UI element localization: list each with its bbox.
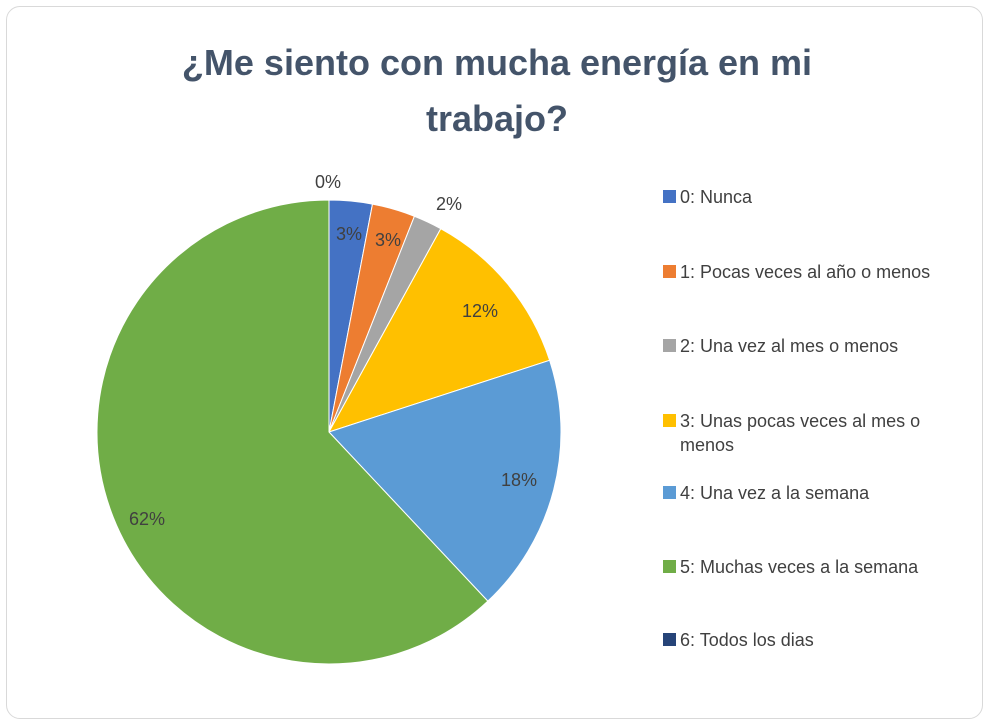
- legend-item: 0: Nunca: [663, 185, 970, 209]
- pie-slice: [96, 199, 489, 665]
- pie-slice: [327, 228, 551, 433]
- legend-swatch: [663, 414, 676, 427]
- legend-item: 2: Una vez al mes o menos: [663, 334, 970, 358]
- legend-label: 0: Nunca: [680, 187, 753, 207]
- legend-label: 6: Todos los dias: [680, 630, 814, 650]
- legend-item: 4: Una vez a la semana: [663, 481, 970, 505]
- legend-item: 5: Muchas veces a la semana: [663, 555, 970, 579]
- pie-slice: [328, 359, 562, 602]
- legend-swatch: [663, 560, 676, 573]
- legend-swatch: [663, 265, 676, 278]
- legend-swatch: [663, 486, 676, 499]
- legend-label: 3: Unas pocas veces al mes o menos: [680, 411, 921, 455]
- legend-item: 3: Unas pocas veces al mes o menos: [663, 409, 970, 457]
- data-label: 0%: [315, 172, 341, 192]
- legend-label: 4: Una vez a la semana: [680, 483, 870, 503]
- legend-swatch: [663, 633, 676, 646]
- data-label: 3%: [336, 224, 362, 244]
- data-label: 3%: [375, 230, 401, 250]
- data-label: 12%: [462, 301, 498, 321]
- legend-label: 2: Una vez al mes o menos: [680, 336, 899, 356]
- chart-title: ¿Me siento con mucha energía en mi traba…: [181, 42, 813, 139]
- legend-item: 1: Pocas veces al año o menos: [663, 260, 970, 284]
- data-label: 2%: [436, 194, 462, 214]
- legend-swatch: [663, 339, 676, 352]
- legend-label: 5: Muchas veces a la semana: [680, 557, 919, 577]
- legend-item: 6: Todos los dias: [663, 628, 970, 652]
- chart-card: ¿Me siento con mucha energía en mi traba…: [6, 6, 983, 719]
- data-label: 18%: [501, 470, 537, 490]
- data-label: 62%: [129, 509, 165, 529]
- legend-label: 1: Pocas veces al año o menos: [680, 262, 931, 282]
- legend-swatch: [663, 190, 676, 203]
